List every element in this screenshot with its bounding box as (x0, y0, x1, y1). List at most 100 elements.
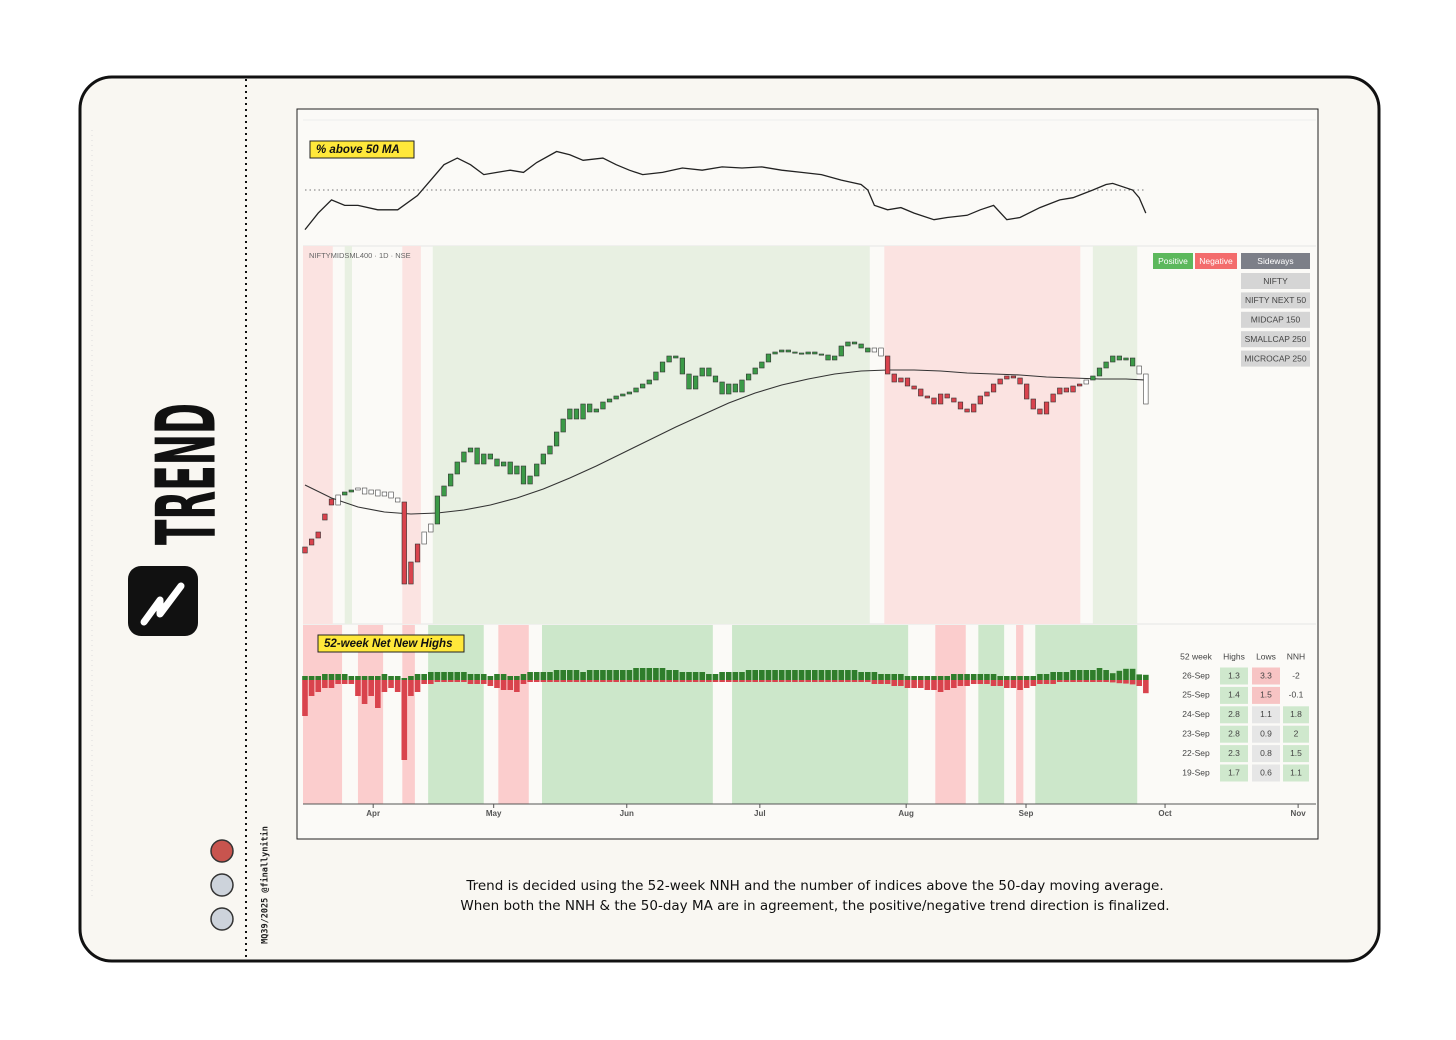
bar (567, 670, 573, 680)
bar (825, 670, 831, 680)
bar (917, 676, 924, 680)
bar (712, 680, 719, 682)
candle (1136, 365, 1142, 375)
bar (441, 680, 447, 682)
candle (408, 561, 414, 585)
bar (977, 674, 984, 680)
bar (401, 678, 408, 680)
candle (699, 367, 705, 377)
candle (898, 377, 904, 383)
legend-button[interactable] (1195, 253, 1237, 269)
candle (448, 473, 454, 487)
bar (1116, 670, 1123, 680)
marks (302, 150, 1149, 760)
bar (394, 676, 401, 680)
logo (128, 566, 198, 636)
credit: MQ39/2025 @finallynitin (260, 826, 271, 944)
bar (427, 680, 434, 684)
bar (984, 674, 990, 680)
bar (970, 674, 977, 680)
bar (725, 672, 732, 680)
candle (414, 543, 421, 563)
bar (368, 676, 374, 680)
trend-band (357, 625, 384, 804)
index-button[interactable] (1241, 292, 1310, 309)
table-text: 1.1 (1290, 767, 1302, 777)
bar (653, 668, 659, 680)
bar (1129, 680, 1136, 685)
index-button[interactable] (1241, 273, 1310, 289)
bar (454, 680, 461, 682)
candle (573, 408, 580, 420)
index-button[interactable] (1241, 350, 1310, 367)
bar (884, 680, 891, 684)
bar (666, 670, 672, 680)
bar (1083, 670, 1090, 680)
candle (1024, 383, 1030, 400)
bar (646, 668, 653, 680)
candle (587, 403, 593, 413)
x-tick-label: Oct (1158, 809, 1172, 818)
legend-button[interactable] (1241, 253, 1310, 269)
table-cell (1252, 745, 1280, 763)
candle (1043, 401, 1050, 415)
bar (527, 680, 533, 682)
bar (388, 680, 394, 688)
bar (1050, 680, 1056, 684)
table-text: 23-Sep (1182, 728, 1210, 738)
bar (845, 680, 851, 682)
index-button[interactable] (1241, 331, 1310, 348)
bar (864, 680, 871, 682)
candle (666, 355, 672, 363)
x-tick-label: Sep (1019, 809, 1034, 818)
candle (620, 393, 626, 397)
bar (653, 680, 659, 682)
bar (461, 680, 467, 682)
candle (1143, 373, 1149, 405)
bar (619, 670, 626, 680)
bar (785, 670, 792, 680)
legend-button[interactable] (1153, 253, 1193, 269)
candle (878, 347, 884, 357)
candle (600, 401, 606, 410)
bar (778, 670, 785, 680)
bar (408, 676, 414, 680)
bar (997, 676, 1003, 680)
bar (328, 674, 335, 680)
table-cell (1220, 725, 1248, 743)
bar (924, 676, 931, 680)
candle (534, 463, 540, 477)
candle (977, 395, 983, 405)
table-header: Highs (1223, 651, 1245, 661)
bar (540, 672, 547, 680)
candle (885, 355, 891, 375)
candle (924, 395, 930, 399)
bar (487, 680, 494, 686)
bar (553, 680, 560, 682)
bar (1076, 680, 1083, 682)
bar (937, 680, 944, 692)
bar (408, 680, 414, 696)
bar (944, 680, 951, 690)
bar (1136, 674, 1143, 680)
candle (467, 447, 474, 453)
bar (507, 680, 514, 690)
bar (739, 680, 745, 682)
candle (487, 453, 493, 460)
candle (1116, 355, 1122, 361)
bar (944, 676, 951, 680)
panel-label-box (317, 634, 465, 653)
bar (467, 674, 474, 680)
bar (494, 674, 500, 680)
candle (712, 375, 719, 383)
bar (699, 680, 706, 682)
candle (626, 391, 633, 395)
index-button[interactable] (1241, 311, 1310, 328)
candle (1083, 379, 1089, 385)
candle (421, 531, 427, 545)
candle (633, 387, 639, 393)
table-text: 26-Sep (1182, 670, 1210, 680)
table-cell (1283, 706, 1309, 724)
bar (1023, 676, 1030, 680)
candle (481, 453, 487, 465)
